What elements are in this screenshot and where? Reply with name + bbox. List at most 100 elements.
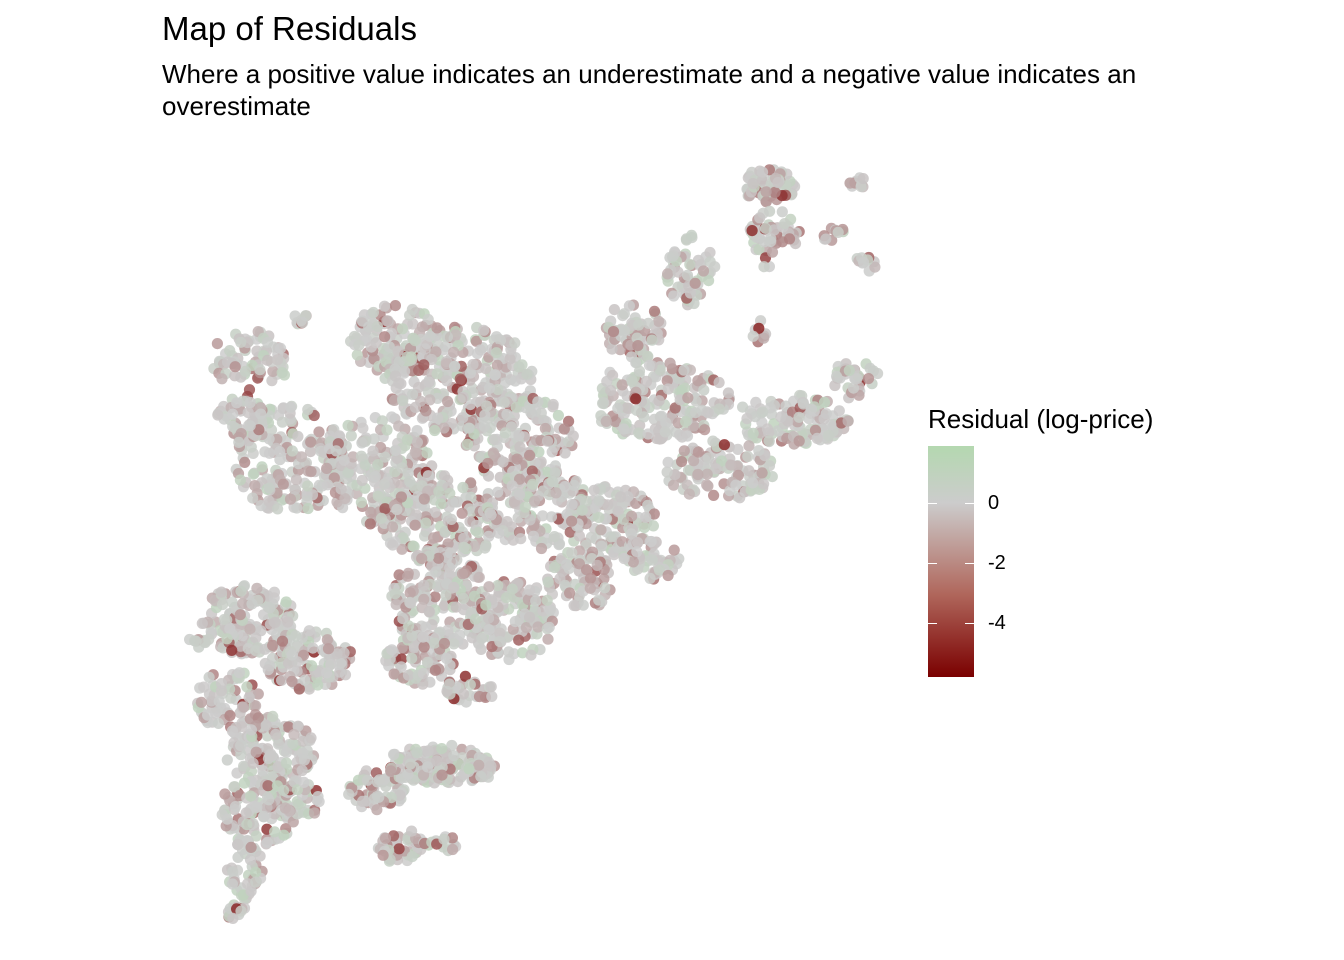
residual-point (461, 438, 474, 450)
residual-point (391, 503, 403, 516)
residual-point (473, 759, 485, 771)
residual-point (642, 350, 654, 362)
legend-tick-mark (965, 623, 974, 624)
residual-point (372, 459, 384, 471)
residual-point (441, 331, 453, 343)
residual-point (330, 445, 342, 457)
residual-point (385, 765, 397, 777)
residual-point (633, 365, 646, 377)
residual-point (444, 659, 456, 671)
residual-point (297, 316, 309, 329)
residual-point (227, 912, 239, 925)
residual-point (276, 416, 288, 428)
residual-point (411, 747, 423, 759)
residual-point (492, 486, 504, 498)
residual-point (746, 225, 758, 237)
residual-point (459, 670, 471, 682)
residual-point (692, 468, 704, 481)
residual-point (397, 613, 409, 625)
residual-point (776, 206, 788, 218)
residual-point (497, 456, 509, 468)
residual-point (273, 738, 285, 750)
residual-point (674, 429, 686, 441)
residual-point (549, 467, 561, 479)
residual-point (757, 406, 769, 418)
residual-point (321, 462, 333, 474)
residual-point (292, 798, 304, 810)
residual-point (662, 569, 674, 582)
residual-point (226, 725, 238, 737)
residual-point (485, 760, 497, 772)
residual-point (513, 429, 525, 441)
residual-point (250, 876, 262, 888)
residual-point (388, 668, 400, 680)
residual-point (445, 513, 457, 526)
residual-point (473, 691, 486, 703)
residual-point (516, 647, 529, 659)
residual-point (389, 370, 401, 382)
residual-point (489, 433, 501, 446)
residual-point (793, 411, 805, 423)
residual-point (439, 599, 451, 612)
residual-point (395, 491, 407, 503)
residual-point (406, 388, 419, 400)
residual-point (235, 740, 247, 752)
residual-point (758, 478, 770, 490)
residual-point (233, 667, 245, 679)
residual-point (492, 383, 504, 396)
residual-point (820, 233, 832, 245)
residual-point (633, 319, 645, 331)
residual-point (355, 496, 367, 508)
residual-point (595, 540, 608, 552)
residual-point (584, 582, 596, 594)
residual-point (250, 632, 262, 644)
residual-point (753, 445, 765, 457)
residual-point (365, 341, 377, 353)
residual-point (483, 382, 496, 394)
residual-point (667, 250, 679, 262)
residual-point (293, 683, 305, 695)
residual-point (237, 598, 249, 610)
residual-point (747, 178, 759, 190)
residual-point (419, 530, 431, 542)
residual-point (857, 256, 870, 268)
residual-point (305, 436, 317, 448)
residual-point (408, 642, 420, 654)
residual-point (783, 233, 796, 245)
residual-point (235, 905, 247, 917)
residual-point (390, 599, 402, 611)
residual-point (282, 616, 294, 628)
residual-point (217, 598, 229, 611)
residual-point (756, 467, 768, 479)
residual-point (483, 612, 495, 624)
residual-point (325, 658, 337, 671)
residual-point (420, 517, 432, 529)
residual-point (597, 397, 609, 409)
residual-point (261, 836, 273, 849)
residual-point (240, 365, 252, 377)
residual-point (648, 508, 660, 520)
residual-point (356, 315, 368, 327)
residual-point (760, 186, 772, 198)
residual-point (626, 510, 638, 522)
residual-point (280, 596, 292, 608)
residual-point (290, 474, 302, 486)
residual-point (710, 463, 722, 475)
residual-point (632, 537, 644, 549)
residual-point (421, 338, 433, 350)
residual-point (466, 632, 478, 644)
residual-point (475, 770, 487, 783)
residual-point (758, 332, 770, 344)
residual-point (618, 325, 630, 337)
residual-point (429, 506, 441, 518)
residual-point (607, 326, 620, 338)
residual-point (615, 491, 627, 503)
residual-point (266, 375, 278, 387)
residual-point (591, 559, 603, 572)
residual-point (280, 746, 293, 758)
residual-point (501, 516, 513, 528)
residual-point (303, 625, 315, 637)
residual-point (545, 511, 558, 523)
residual-point (763, 435, 775, 447)
residual-point (250, 866, 262, 878)
